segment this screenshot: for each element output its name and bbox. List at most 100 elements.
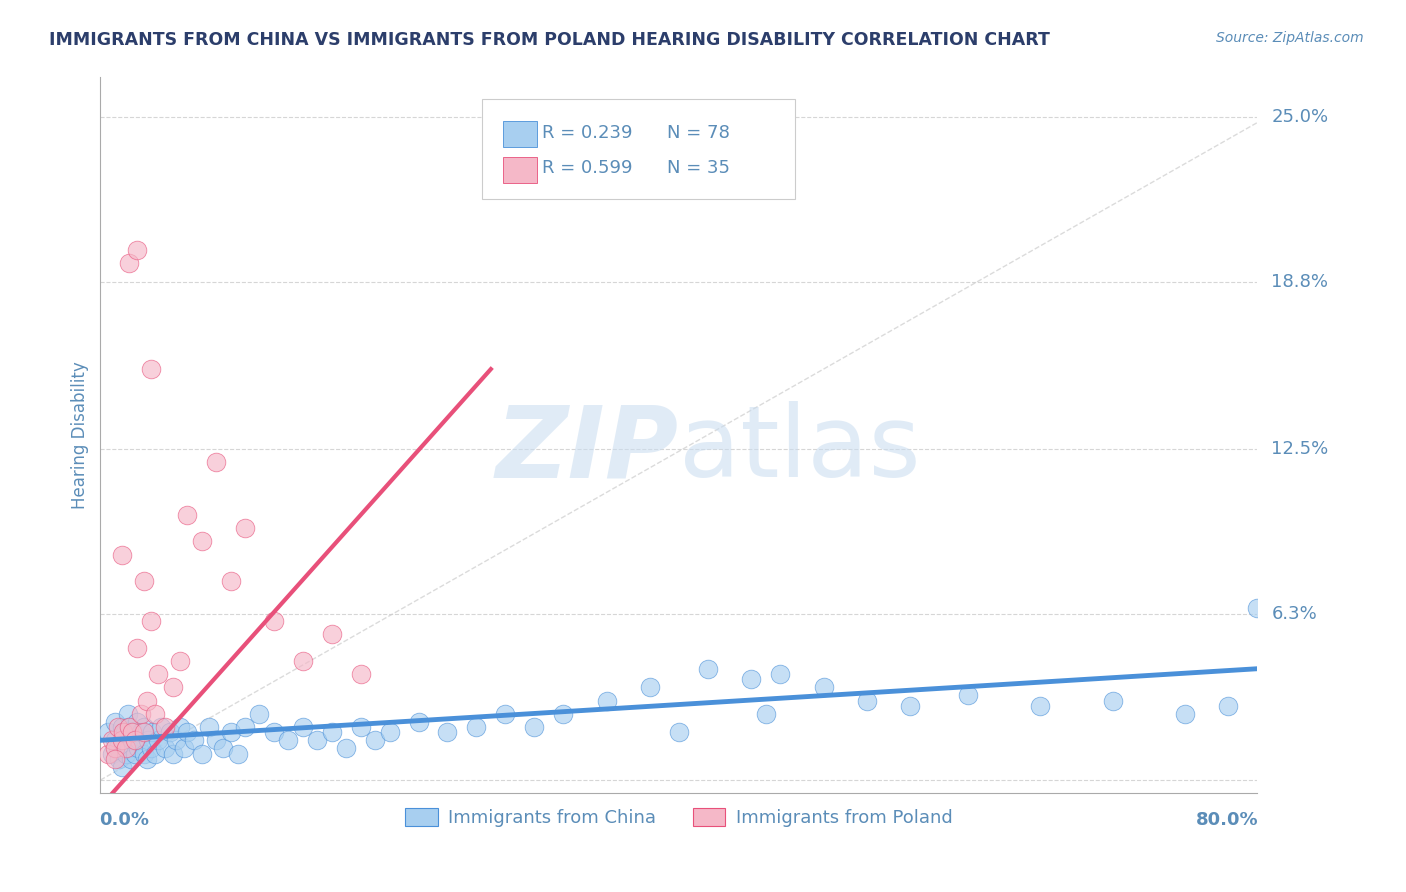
Point (205, 733, 228, 747)
Point (1029, 698, 1052, 713)
Point (553, 706, 575, 721)
Point (139, 362, 162, 376)
Point (148, 733, 170, 747)
FancyBboxPatch shape (503, 121, 537, 147)
Point (136, 733, 159, 747)
Point (150, 720, 173, 734)
Point (957, 688, 980, 702)
Point (118, 256, 141, 270)
Point (104, 733, 127, 747)
Y-axis label: Hearing Disability: Hearing Disability (72, 361, 89, 509)
Point (111, 760, 134, 774)
Point (111, 548, 134, 562)
Point (135, 752, 157, 766)
Point (321, 725, 343, 739)
Point (107, 741, 129, 756)
Point (212, 741, 235, 756)
Text: 6.3%: 6.3% (1271, 606, 1317, 624)
Point (141, 725, 163, 739)
Point (162, 747, 184, 761)
Point (465, 720, 488, 734)
Point (115, 747, 138, 761)
Point (249, 706, 271, 721)
Point (898, 698, 921, 713)
Point (696, 662, 718, 676)
Point (135, 693, 157, 707)
Point (111, 720, 134, 734)
Point (769, 667, 792, 681)
Point (127, 741, 149, 756)
Point (132, 720, 155, 734)
Point (494, 706, 516, 721)
Point (378, 725, 401, 739)
Text: R = 0.599: R = 0.599 (543, 160, 633, 178)
Point (132, 725, 155, 739)
Point (291, 654, 314, 668)
Point (176, 725, 198, 739)
Text: N = 78: N = 78 (668, 124, 730, 142)
Point (128, 733, 150, 747)
Point (1174, 706, 1197, 721)
Point (139, 614, 162, 628)
Text: 0.0%: 0.0% (100, 811, 149, 830)
Point (173, 741, 195, 756)
Point (205, 455, 228, 469)
Point (118, 720, 141, 734)
Text: Source: ZipAtlas.com: Source: ZipAtlas.com (1216, 31, 1364, 45)
Point (595, 693, 617, 707)
Text: 80.0%: 80.0% (1197, 811, 1258, 830)
Point (148, 667, 170, 681)
Point (523, 720, 546, 734)
Point (125, 640, 148, 655)
Point (226, 747, 249, 761)
Point (108, 752, 131, 766)
Point (117, 706, 139, 721)
Point (190, 534, 212, 549)
Text: N = 35: N = 35 (668, 160, 730, 178)
Point (107, 720, 129, 734)
Point (263, 614, 285, 628)
Point (121, 733, 143, 747)
Point (169, 720, 191, 734)
Point (291, 720, 314, 734)
Text: R = 0.239: R = 0.239 (543, 124, 633, 142)
Point (104, 741, 127, 756)
Point (129, 725, 152, 739)
FancyBboxPatch shape (503, 157, 537, 183)
Legend: Immigrants from China, Immigrants from Poland: Immigrants from China, Immigrants from P… (398, 801, 960, 834)
Point (219, 574, 242, 589)
Point (740, 673, 762, 687)
Point (1246, 600, 1268, 615)
Point (638, 681, 661, 695)
Point (122, 725, 145, 739)
Point (139, 741, 162, 756)
Text: 25.0%: 25.0% (1271, 108, 1329, 126)
Point (755, 706, 778, 721)
Point (121, 725, 143, 739)
Point (165, 733, 187, 747)
Point (183, 733, 205, 747)
Point (112, 733, 135, 747)
Point (668, 725, 690, 739)
Point (364, 733, 387, 747)
Point (169, 654, 191, 668)
Point (132, 747, 155, 761)
Point (118, 720, 141, 734)
Point (124, 733, 146, 747)
Point (104, 752, 127, 766)
Point (408, 714, 430, 729)
Point (115, 741, 138, 756)
Point (101, 733, 124, 747)
Point (114, 725, 136, 739)
Point (335, 741, 357, 756)
Point (97, 747, 120, 761)
Point (129, 706, 152, 721)
Text: atlas: atlas (679, 401, 921, 499)
Point (143, 747, 166, 761)
Point (124, 747, 146, 761)
Point (118, 741, 141, 756)
Text: ZIP: ZIP (496, 401, 679, 499)
Point (125, 243, 148, 257)
Point (155, 720, 177, 734)
Point (1101, 693, 1123, 707)
